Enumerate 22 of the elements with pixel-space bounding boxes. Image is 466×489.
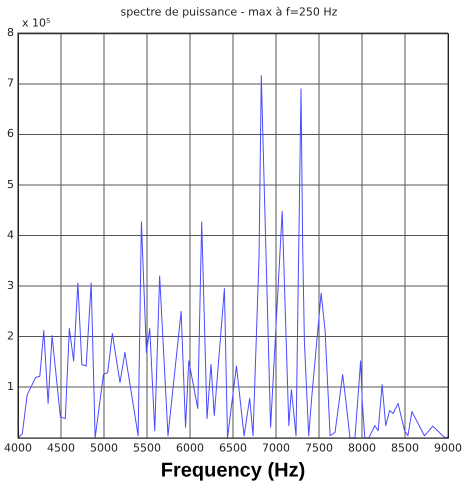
y-tick-label: 8 [6,26,14,40]
y-tick-label: 2 [6,330,14,343]
x-tick-label: 6500 [219,441,247,454]
x-axis-title: Frequency (Hz) [160,460,306,482]
y-tick-label: 3 [6,278,14,292]
x-tick-label: 8500 [391,441,419,454]
text: x 10⁵ [22,16,50,30]
y-tick-label: 1 [6,380,14,394]
y-tick-label: 7 [6,76,14,90]
x-tick-label: 7500 [305,441,333,454]
y-tick-label: 5 [6,178,14,191]
chart-title: spectre de puissance - max à f=250 Hz [120,5,338,18]
x-tick-label: 5000 [90,441,118,454]
x-tick-label: 5500 [133,441,161,454]
x-tick-label: 7000 [262,441,290,454]
x-tick-label: 9000 [434,441,462,454]
x-tick-label: 4500 [47,441,75,454]
y-tick-label: 6 [6,127,14,140]
x-tick-label: 8000 [348,441,376,454]
y-tick-label: 4 [6,228,14,242]
x-tick-label: 4000 [4,441,32,454]
x-tick-label: 6000 [176,441,204,454]
